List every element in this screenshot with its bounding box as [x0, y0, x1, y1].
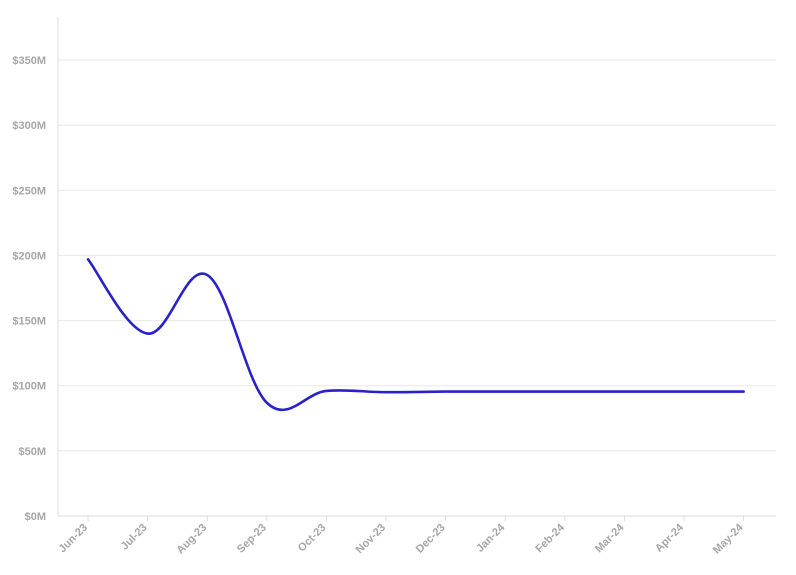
y-tick-label: $250M — [12, 185, 46, 197]
y-tick-labels: $0M $50M $100M $150M $200M $250M $300M $350M — [12, 55, 46, 523]
y-tick-label: $350M — [12, 55, 46, 67]
x-tick-label: Jul-23 — [119, 522, 150, 553]
x-tick-label: Jan-24 — [474, 521, 508, 555]
x-tick-label: Dec-23 — [414, 522, 448, 556]
y-tick-label: $200M — [12, 250, 46, 262]
y-tick-label: $100M — [12, 381, 46, 393]
gridlines — [58, 59, 776, 452]
x-tick-label: May-24 — [711, 521, 746, 556]
series-line — [86, 258, 745, 411]
y-tick-label: $0M — [25, 511, 46, 523]
y-tick-label: $50M — [18, 446, 46, 458]
x-tick-label: Nov-23 — [354, 522, 388, 556]
x-tick-label: Oct-23 — [296, 522, 329, 555]
series-layer — [86, 258, 745, 411]
x-tick-label: Jun-23 — [57, 522, 91, 556]
x-tick-label: Sep-23 — [235, 522, 269, 556]
y-tick-label: $300M — [12, 120, 46, 132]
x-tick-label: Mar-24 — [593, 521, 627, 555]
y-tick-label: $150M — [12, 316, 46, 328]
x-tick-label: Feb-24 — [533, 521, 567, 555]
x-tick-label: Apr-24 — [653, 521, 687, 555]
x-tick-labels: Jun-23 Jul-23 Aug-23 Sep-23 Oct-23 Nov-23 Dec-… — [57, 516, 746, 557]
x-tick-label: Aug-23 — [174, 522, 209, 557]
